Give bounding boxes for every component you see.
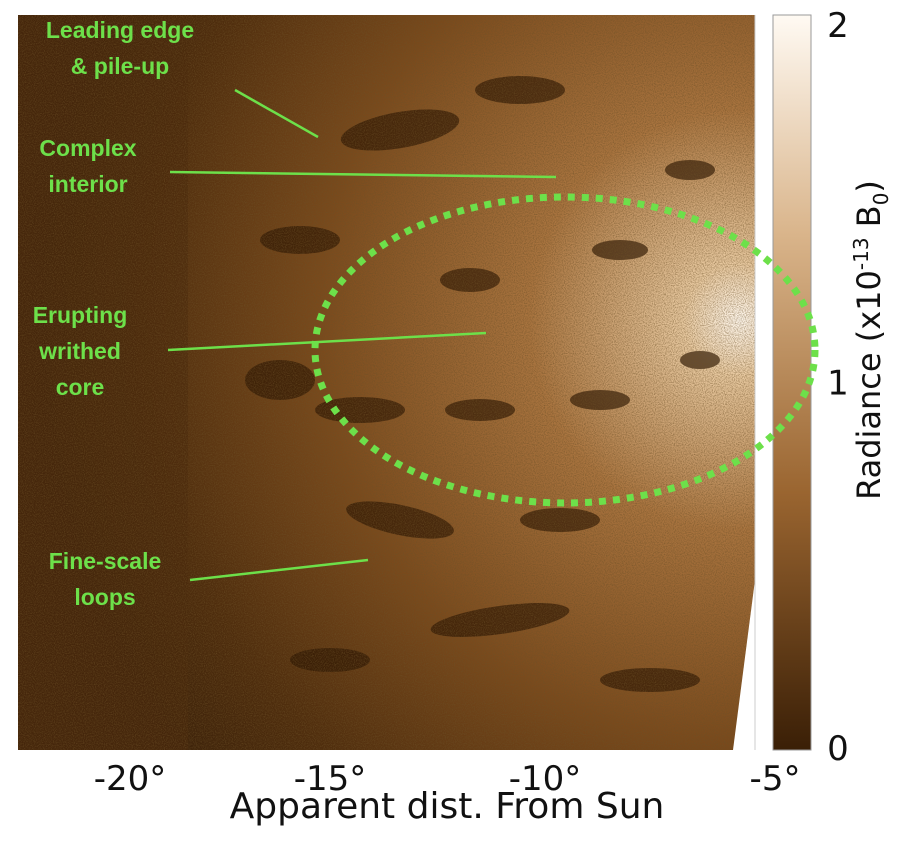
- annotation-text: interior: [48, 171, 127, 197]
- annotation-text: Leading edge: [46, 17, 194, 43]
- annotation-text: writhed: [38, 338, 121, 364]
- figure: Leading edge & pile-up Complex interior Erup…: [0, 0, 897, 849]
- annotation-text: Erupting: [33, 302, 128, 328]
- label-text: Radiance (x10: [850, 270, 888, 500]
- x-tick-label: -20°: [94, 759, 167, 799]
- label-subscript: 0: [869, 193, 893, 206]
- annotation-text: Complex: [39, 135, 136, 161]
- annotation-text: core: [56, 374, 105, 400]
- label-text: ): [850, 180, 888, 192]
- annotation-text: loops: [74, 584, 135, 610]
- colorbar-label: Radiance (x10-13 B0): [849, 180, 893, 500]
- colorbar-tick-label: 0: [827, 729, 849, 769]
- colorbar-ticks: 0 1 2: [827, 6, 849, 769]
- cme-image: [18, 15, 755, 750]
- colorbar-tick-label: 1: [827, 364, 849, 404]
- colorbar-tick-label: 2: [827, 6, 849, 46]
- annotation-text: & pile-up: [71, 53, 169, 79]
- label-exponent: -13: [849, 237, 873, 270]
- x-tick-label: -5°: [750, 759, 801, 799]
- annotation-text: Fine-scale: [49, 548, 162, 574]
- x-axis-label: Apparent dist. From Sun: [230, 786, 665, 827]
- label-text: B: [850, 205, 888, 237]
- colorbar: [773, 15, 811, 750]
